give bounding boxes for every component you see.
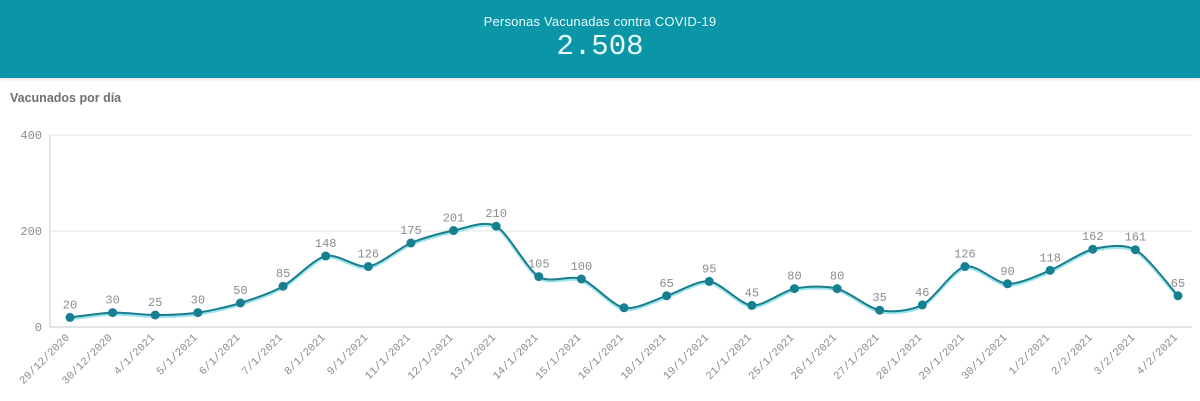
svg-text:6/1/2021: 6/1/2021	[197, 332, 243, 378]
svg-text:85: 85	[276, 267, 290, 281]
svg-text:20: 20	[63, 298, 77, 312]
svg-text:65: 65	[1171, 277, 1185, 291]
svg-text:65: 65	[659, 277, 673, 291]
svg-text:90: 90	[1000, 265, 1014, 279]
svg-text:9/1/2021: 9/1/2021	[325, 332, 371, 378]
svg-text:46: 46	[915, 286, 929, 300]
svg-text:200: 200	[20, 225, 42, 239]
svg-text:126: 126	[954, 248, 976, 262]
svg-text:4/2/2021: 4/2/2021	[1135, 332, 1181, 378]
svg-text:118: 118	[1039, 251, 1061, 265]
svg-text:0: 0	[35, 321, 42, 335]
svg-text:95: 95	[702, 262, 716, 276]
svg-text:5/1/2021: 5/1/2021	[155, 332, 201, 378]
svg-text:3/2/2021: 3/2/2021	[1092, 332, 1138, 378]
svg-text:2/2/2021: 2/2/2021	[1050, 332, 1096, 378]
svg-text:161: 161	[1125, 231, 1147, 245]
svg-text:1/2/2021: 1/2/2021	[1007, 332, 1053, 378]
svg-text:80: 80	[830, 270, 844, 284]
svg-text:175: 175	[400, 224, 422, 238]
svg-text:45: 45	[745, 286, 759, 300]
svg-text:50: 50	[233, 284, 247, 298]
svg-text:100: 100	[571, 260, 593, 274]
svg-text:105: 105	[528, 258, 550, 272]
svg-text:30: 30	[105, 294, 119, 308]
svg-text:162: 162	[1082, 230, 1104, 244]
svg-text:30: 30	[191, 294, 205, 308]
svg-text:210: 210	[485, 207, 507, 221]
svg-text:7/1/2021: 7/1/2021	[240, 332, 286, 378]
svg-text:8/1/2021: 8/1/2021	[283, 332, 329, 378]
svg-text:25: 25	[148, 296, 162, 310]
svg-text:400: 400	[20, 129, 42, 143]
svg-text:35: 35	[872, 291, 886, 305]
svg-text:201: 201	[443, 212, 465, 226]
svg-text:4/1/2021: 4/1/2021	[112, 332, 158, 378]
svg-text:148: 148	[315, 237, 337, 251]
svg-text:126: 126	[358, 248, 380, 262]
svg-text:30/1/2021: 30/1/2021	[960, 332, 1011, 383]
svg-text:80: 80	[787, 270, 801, 284]
